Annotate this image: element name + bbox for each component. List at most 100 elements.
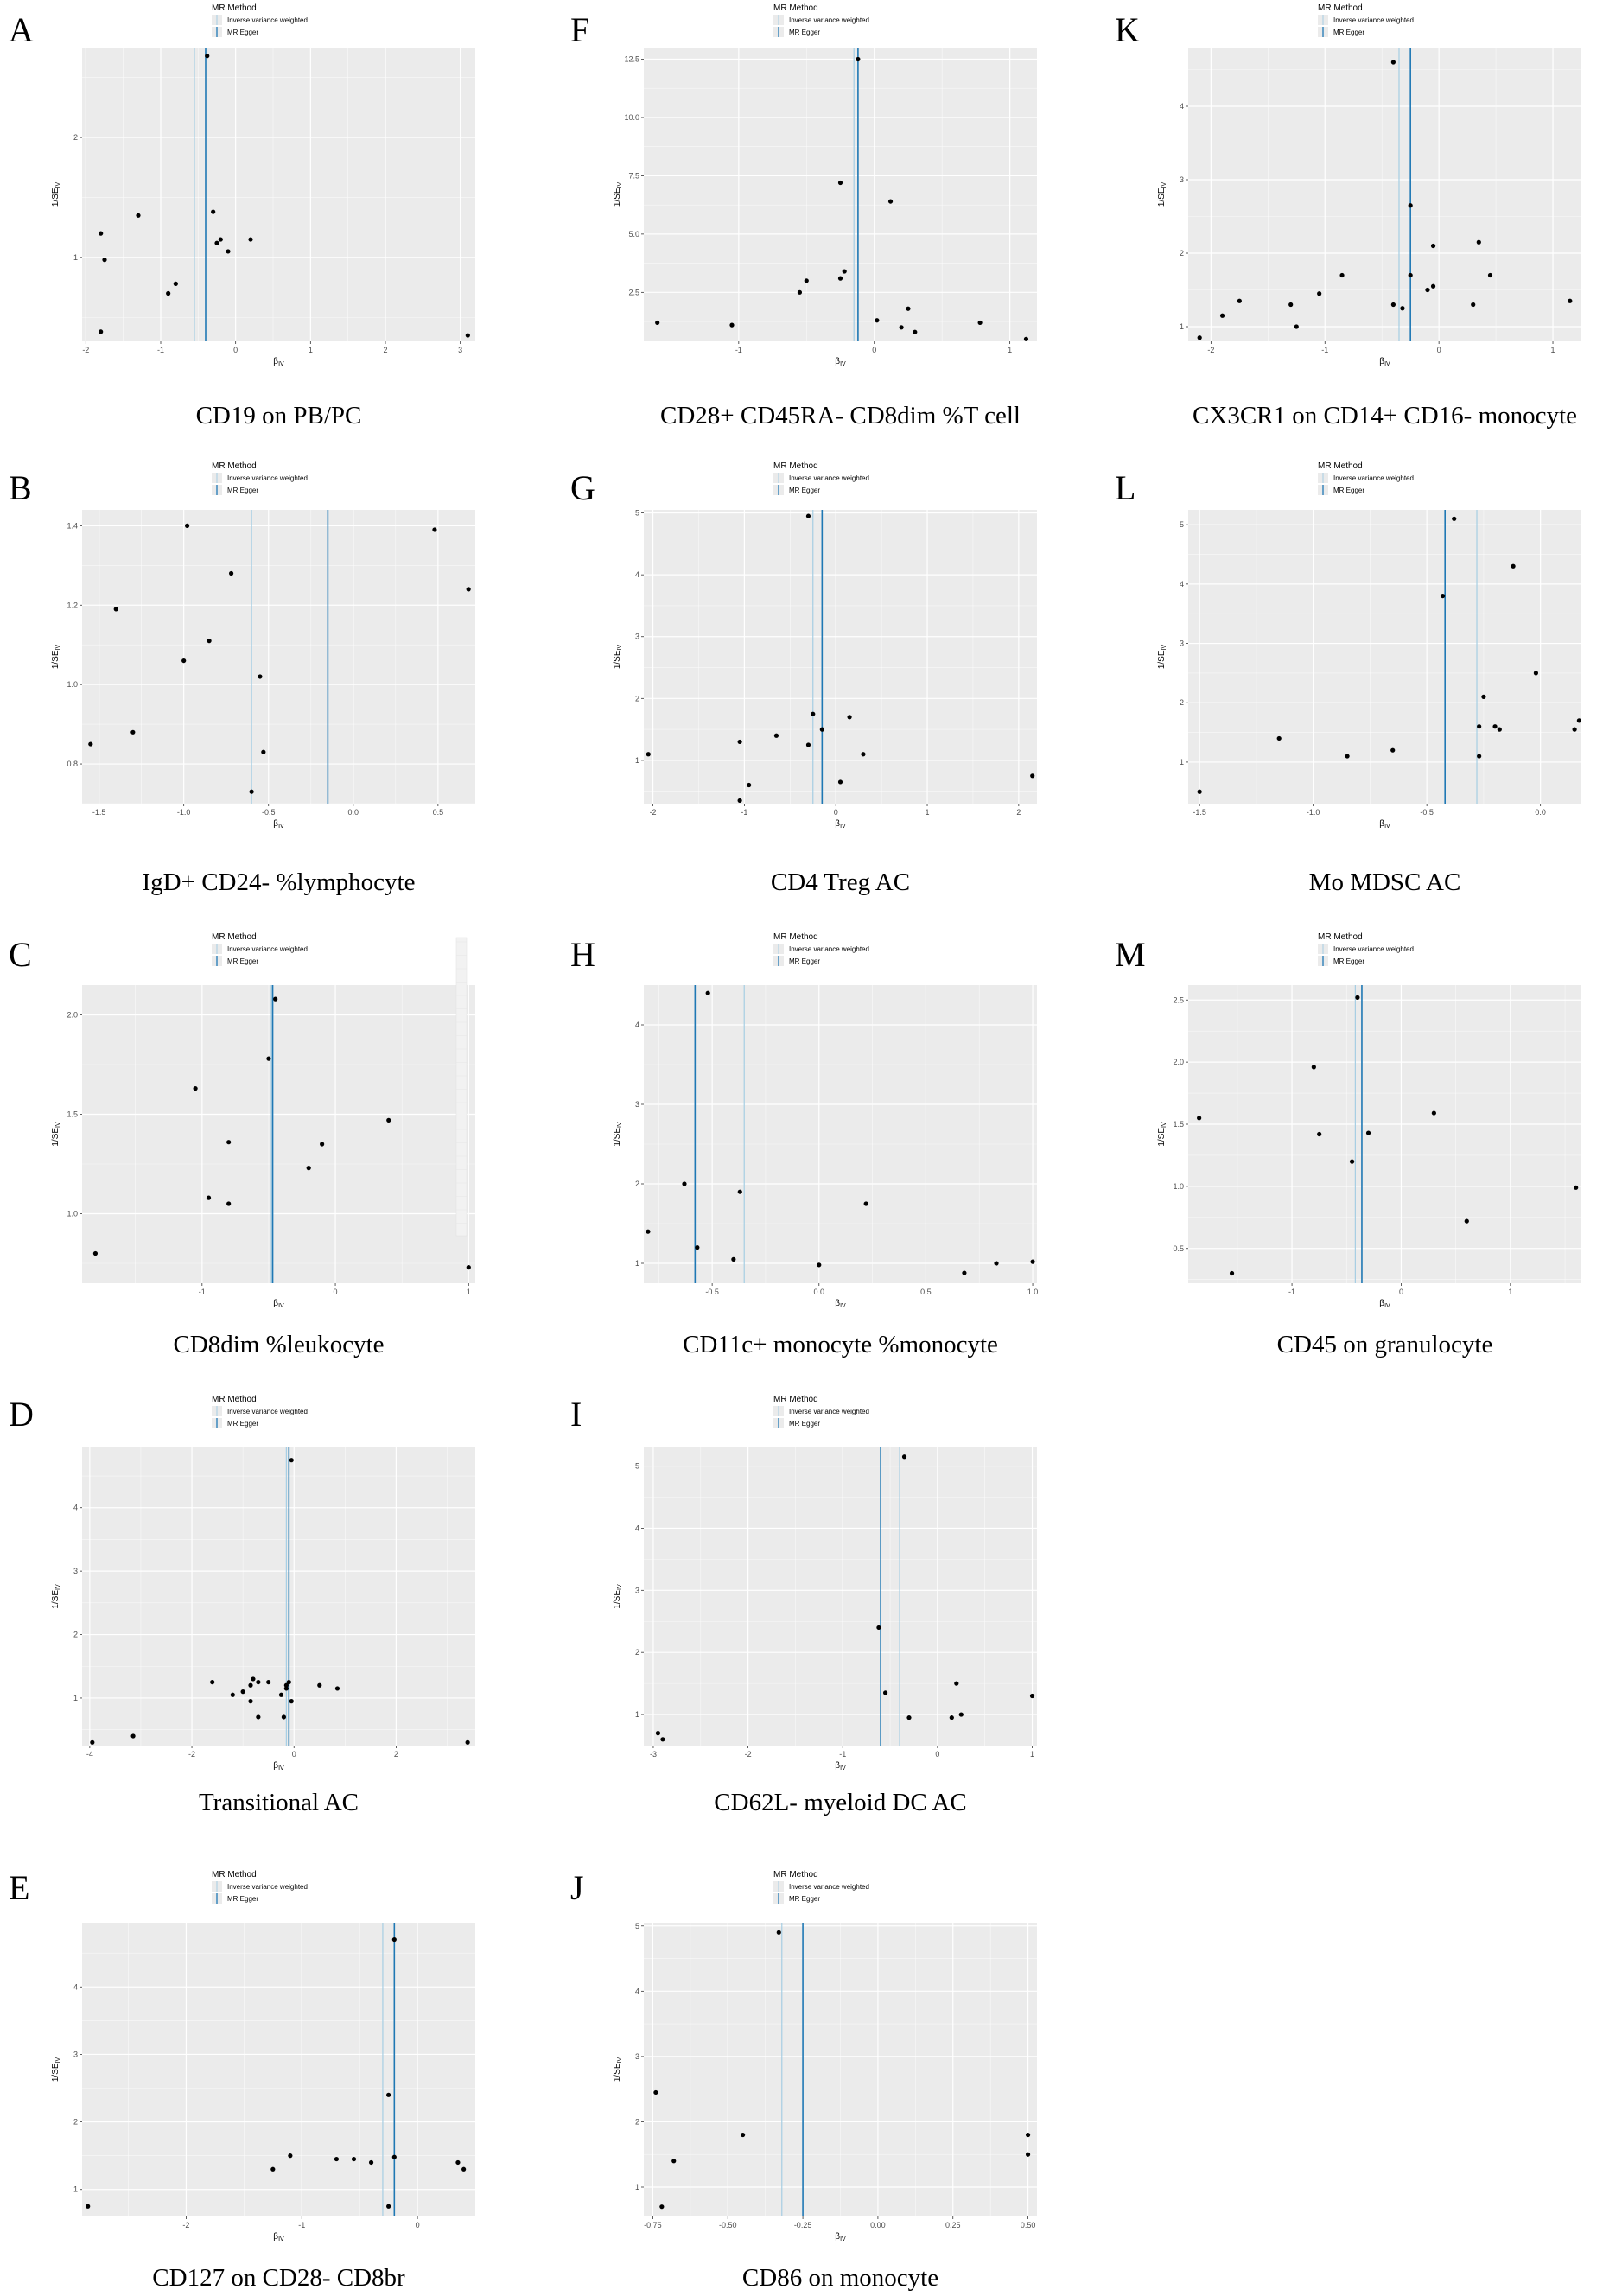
legend-strip: [455, 937, 468, 1237]
y-tick-label: 2: [635, 694, 639, 703]
x-tick-label: -1: [1288, 1288, 1295, 1296]
legend-label-ivw: Inverse variance weighted: [789, 945, 869, 953]
data-point: [230, 1692, 235, 1697]
y-tick-label: 5: [635, 509, 639, 518]
data-point: [804, 278, 809, 283]
x-axis-label: βIV: [835, 2232, 846, 2242]
legend: MR Method Inverse variance weighted MR Egg…: [1318, 932, 1414, 966]
legend-label-egger: MR Egger: [789, 1420, 820, 1428]
data-point: [811, 711, 816, 716]
legend-label-egger: MR Egger: [789, 957, 820, 965]
legend-label-egger: MR Egger: [789, 487, 820, 494]
data-point: [847, 715, 852, 720]
data-point: [173, 281, 178, 286]
data-point: [1294, 324, 1299, 329]
data-point: [248, 1699, 253, 1704]
plot-background: [644, 985, 1037, 1283]
data-point: [737, 798, 742, 804]
legend-title: MR Method: [212, 3, 257, 13]
y-tick-label: 1: [635, 756, 639, 765]
legend: MR Method Inverse variance weighted MR Egg…: [1318, 461, 1414, 495]
data-point: [193, 1086, 198, 1091]
data-point: [646, 1229, 651, 1234]
x-tick-label: -4: [86, 1750, 93, 1759]
data-point: [901, 1454, 907, 1460]
data-point: [863, 1201, 868, 1206]
y-tick-label: 1.0: [67, 680, 78, 689]
x-axis-label: βIV: [1379, 1299, 1390, 1309]
x-tick-label: 3: [458, 346, 462, 354]
plot-background: [1188, 510, 1581, 804]
legend-title: MR Method: [773, 461, 818, 471]
legend: MR Method Inverse variance weighted MR Egg…: [212, 3, 308, 37]
y-tick-label: 2: [635, 2117, 639, 2126]
panel-letter: B: [9, 468, 32, 507]
data-point: [1197, 335, 1202, 340]
data-point: [391, 1937, 397, 1943]
x-tick-label: 1.0: [1027, 1288, 1039, 1296]
data-point: [273, 996, 278, 1002]
x-axis-label: βIV: [1379, 357, 1390, 367]
panel-letter: M: [1115, 935, 1146, 974]
data-point: [1276, 735, 1282, 741]
data-point: [1365, 1130, 1371, 1135]
data-point: [1023, 336, 1029, 341]
legend-title: MR Method: [1318, 932, 1363, 942]
y-tick-label: 1: [635, 1710, 639, 1719]
x-tick-label: -1: [157, 346, 164, 354]
plot-background: [82, 48, 475, 341]
panel-f: F MR Method Inverse variance weighted MR Eg…: [570, 3, 1037, 429]
legend-label-egger: MR Egger: [227, 957, 258, 965]
data-point: [218, 237, 223, 242]
data-point: [166, 290, 171, 296]
x-tick-label: 0: [334, 1288, 338, 1296]
plot-background: [1188, 985, 1581, 1283]
x-tick-label: 0: [1399, 1288, 1403, 1296]
data-point: [797, 289, 803, 295]
data-point: [266, 1679, 271, 1685]
data-point: [1288, 302, 1294, 308]
data-point: [1477, 724, 1482, 729]
data-point: [899, 325, 904, 330]
data-point: [837, 779, 843, 785]
y-tick-label: 0.5: [1173, 1244, 1184, 1253]
panel-caption: CD4 Treg AC: [771, 868, 910, 896]
data-point: [334, 2156, 340, 2162]
data-point: [1311, 1065, 1316, 1070]
y-axis-label: 1/SEIV: [613, 182, 623, 207]
y-tick-label: 2.0: [67, 1011, 78, 1020]
x-tick-label: 0.0: [1535, 808, 1546, 817]
data-point: [1229, 1270, 1235, 1276]
y-tick-label: 4: [73, 1982, 78, 1991]
data-point: [1572, 727, 1577, 732]
x-tick-label: -1: [735, 346, 742, 354]
x-axis-label: βIV: [1379, 819, 1390, 830]
y-tick-label: 2: [635, 1180, 639, 1188]
legend-label-egger: MR Egger: [227, 29, 258, 36]
legend-label-egger: MR Egger: [227, 487, 258, 494]
panel-e: E MR Method Inverse variance weighted MR Eg…: [9, 1868, 475, 2292]
x-tick-label: -0.25: [794, 2221, 812, 2229]
data-point: [249, 789, 254, 794]
data-point: [466, 1265, 471, 1270]
panel-caption: CD127 on CD28- CD8br: [152, 2264, 405, 2292]
x-tick-label: 0.5: [433, 808, 444, 817]
panel-letter: H: [570, 935, 595, 974]
legend-label-ivw: Inverse variance weighted: [789, 1883, 869, 1891]
y-tick-label: 4: [73, 1504, 78, 1512]
y-tick-label: 1.0: [67, 1210, 78, 1218]
x-tick-label: -2: [1207, 346, 1214, 354]
x-tick-label: -0.5: [705, 1288, 719, 1296]
data-point: [977, 320, 983, 326]
panel-letter: K: [1115, 10, 1140, 49]
data-point: [1345, 754, 1350, 759]
data-point: [256, 1714, 261, 1720]
data-point: [876, 1625, 881, 1631]
legend: MR Method Inverse variance weighted MR Egg…: [1318, 3, 1414, 37]
legend-label-ivw: Inverse variance weighted: [1333, 945, 1414, 953]
strip-background: [455, 937, 468, 1237]
data-point: [1030, 1259, 1035, 1264]
data-point: [805, 742, 811, 747]
data-point: [281, 1714, 287, 1720]
y-axis-label: 1/SEIV: [51, 2057, 61, 2083]
